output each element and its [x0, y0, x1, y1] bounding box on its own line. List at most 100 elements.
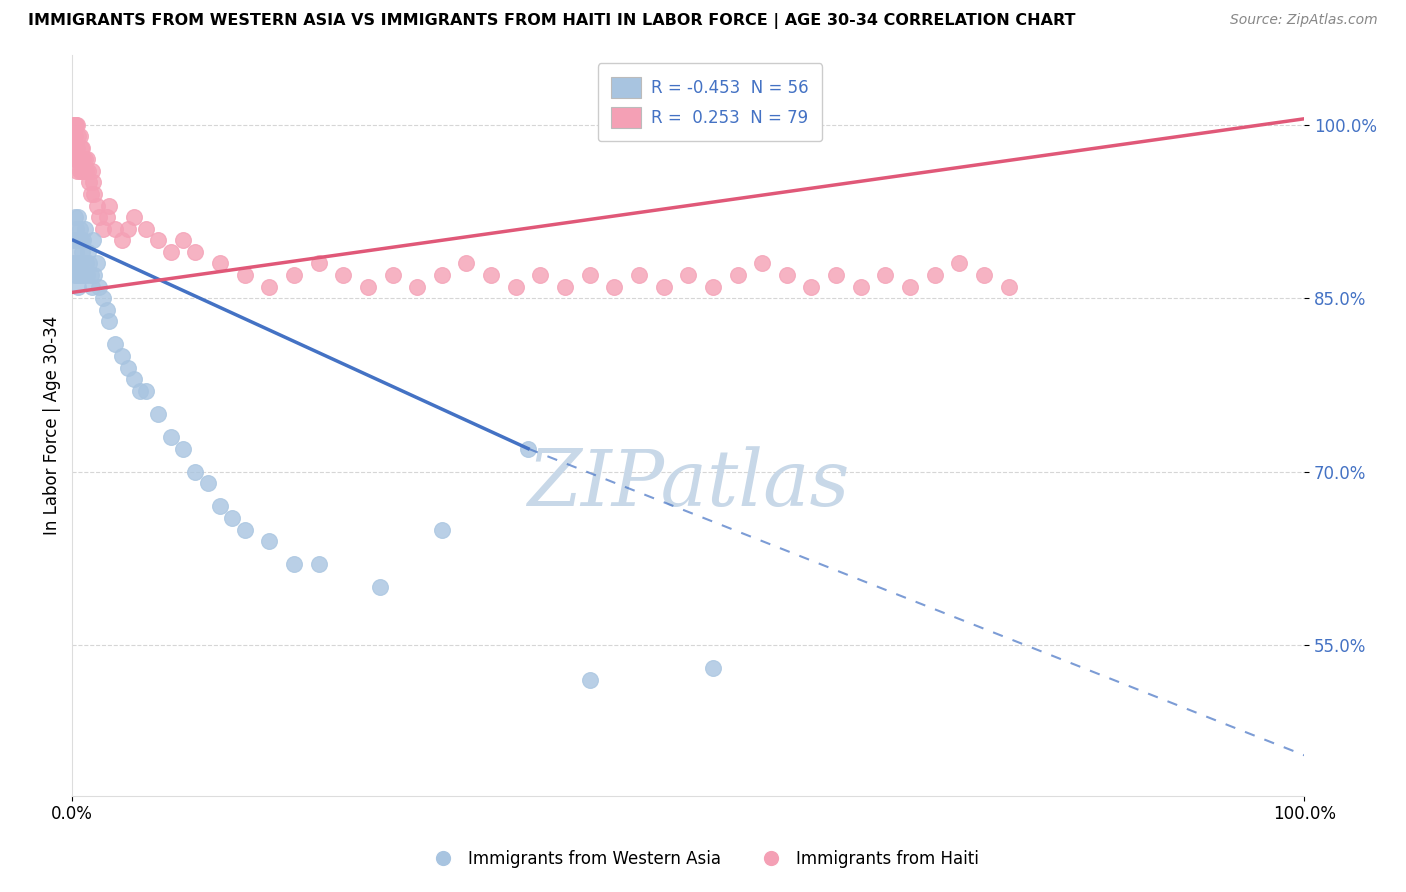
Point — [69, 164, 91, 178]
Point — [91, 291, 114, 305]
Point — [62, 129, 84, 144]
Point — [65, 118, 87, 132]
Point — [83, 268, 105, 282]
Point — [172, 442, 194, 456]
Point — [67, 210, 90, 224]
Point — [72, 233, 94, 247]
Point — [98, 198, 121, 212]
Point — [75, 256, 97, 270]
Point — [973, 268, 995, 282]
Point — [86, 256, 108, 270]
Point — [82, 176, 104, 190]
Point — [308, 256, 330, 270]
Point — [70, 244, 93, 259]
Point — [67, 129, 90, 144]
Point — [406, 279, 429, 293]
Point — [308, 558, 330, 572]
Point — [172, 233, 194, 247]
Point — [65, 268, 87, 282]
Point — [67, 153, 90, 167]
Point — [800, 279, 823, 293]
Point — [727, 268, 749, 282]
Point — [98, 314, 121, 328]
Point — [578, 268, 600, 282]
Point — [332, 268, 354, 282]
Point — [79, 256, 101, 270]
Point — [72, 153, 94, 167]
Point — [89, 279, 111, 293]
Point — [197, 476, 219, 491]
Point — [357, 279, 380, 293]
Point — [259, 534, 281, 549]
Point — [283, 268, 305, 282]
Point — [62, 233, 84, 247]
Point — [122, 210, 145, 224]
Point — [924, 268, 946, 282]
Point — [80, 186, 103, 201]
Point — [89, 210, 111, 224]
Point — [159, 244, 181, 259]
Point — [110, 349, 132, 363]
Point — [825, 268, 848, 282]
Point — [104, 337, 127, 351]
Point — [63, 153, 86, 167]
Point — [79, 176, 101, 190]
Point — [505, 279, 527, 293]
Point — [652, 279, 675, 293]
Point — [159, 430, 181, 444]
Point — [456, 256, 478, 270]
Point — [603, 279, 626, 293]
Point — [70, 153, 93, 167]
Point — [184, 465, 207, 479]
Point — [381, 268, 404, 282]
Point — [69, 268, 91, 282]
Point — [578, 673, 600, 687]
Point — [65, 141, 87, 155]
Point — [129, 384, 152, 398]
Text: IMMIGRANTS FROM WESTERN ASIA VS IMMIGRANTS FROM HAITI IN LABOR FORCE | AGE 30-34: IMMIGRANTS FROM WESTERN ASIA VS IMMIGRAN… — [28, 13, 1076, 29]
Legend: R = -0.453  N = 56, R =  0.253  N = 79: R = -0.453 N = 56, R = 0.253 N = 79 — [598, 63, 823, 141]
Point — [73, 221, 96, 235]
Point — [430, 268, 453, 282]
Point — [67, 256, 90, 270]
Point — [110, 233, 132, 247]
Point — [221, 511, 243, 525]
Point — [875, 268, 897, 282]
Point — [517, 442, 540, 456]
Point — [148, 233, 170, 247]
Point — [62, 118, 84, 132]
Point — [63, 129, 86, 144]
Point — [82, 233, 104, 247]
Point — [66, 256, 89, 270]
Point — [63, 210, 86, 224]
Point — [70, 256, 93, 270]
Point — [283, 558, 305, 572]
Point — [77, 244, 100, 259]
Point — [122, 372, 145, 386]
Text: Source: ZipAtlas.com: Source: ZipAtlas.com — [1230, 13, 1378, 28]
Point — [148, 407, 170, 421]
Point — [66, 141, 89, 155]
Point — [676, 268, 699, 282]
Point — [259, 279, 281, 293]
Point — [62, 141, 84, 155]
Point — [776, 268, 799, 282]
Point — [65, 221, 87, 235]
Point — [91, 221, 114, 235]
Point — [702, 661, 724, 675]
Point — [554, 279, 576, 293]
Point — [70, 268, 93, 282]
Point — [80, 164, 103, 178]
Point — [104, 221, 127, 235]
Point — [233, 268, 256, 282]
Point — [117, 221, 139, 235]
Point — [702, 279, 724, 293]
Point — [135, 384, 157, 398]
Point — [997, 279, 1019, 293]
Point — [80, 268, 103, 282]
Point — [72, 164, 94, 178]
Point — [65, 153, 87, 167]
Point — [62, 256, 84, 270]
Point — [209, 500, 232, 514]
Point — [67, 279, 90, 293]
